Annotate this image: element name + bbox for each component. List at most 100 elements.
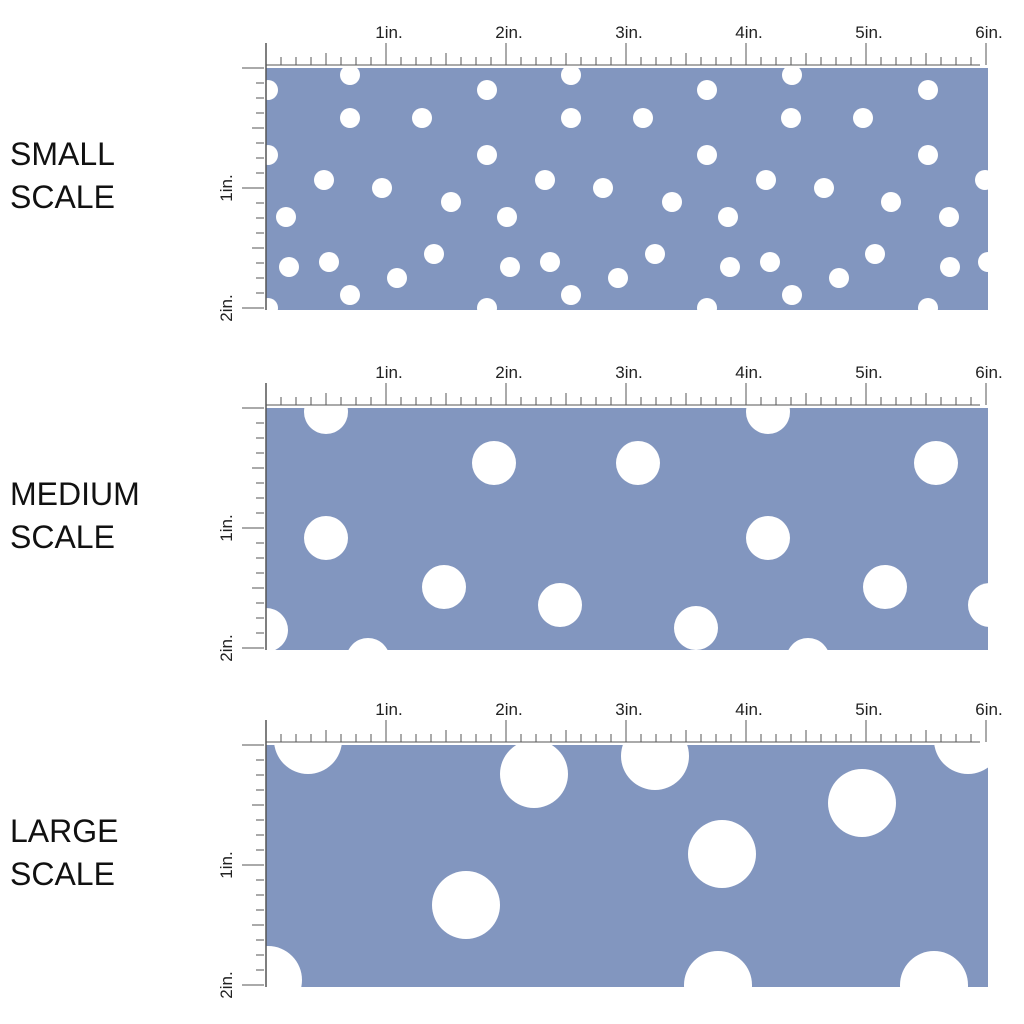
- ruler-label: 2in.: [217, 634, 236, 661]
- ruler-label: 1in.: [217, 174, 236, 201]
- dot: [662, 192, 682, 212]
- ruler-label: 3in.: [615, 23, 642, 42]
- dot: [497, 207, 517, 227]
- dot: [304, 408, 348, 434]
- dot: [645, 244, 665, 264]
- dot: [674, 606, 718, 650]
- dot: [432, 871, 500, 939]
- dot: [279, 257, 299, 277]
- ruler-label: 5in.: [855, 363, 882, 382]
- dot: [340, 108, 360, 128]
- dot: [561, 68, 581, 85]
- dot: [746, 516, 790, 560]
- dot: [608, 268, 628, 288]
- dot: [616, 441, 660, 485]
- ruler-label: 3in.: [615, 363, 642, 382]
- dot: [372, 178, 392, 198]
- dot: [881, 192, 901, 212]
- dot: [266, 608, 288, 650]
- scale-label: SCALE: [10, 856, 115, 892]
- dot: [968, 583, 988, 627]
- ruler-label: 4in.: [735, 23, 762, 42]
- dot: [939, 207, 959, 227]
- scale-label: LARGE: [10, 813, 118, 849]
- dot: [788, 638, 828, 650]
- dot: [718, 207, 738, 227]
- ruler-label: 6in.: [975, 363, 1002, 382]
- dot: [782, 68, 802, 85]
- dot: [424, 244, 444, 264]
- scale-label: SMALL: [10, 136, 115, 172]
- dot: [828, 769, 896, 837]
- dot: [756, 170, 776, 190]
- dot: [688, 820, 756, 888]
- ruler-label: 4in.: [735, 363, 762, 382]
- dot: [720, 257, 740, 277]
- dot: [561, 108, 581, 128]
- ruler-label: 1in.: [217, 851, 236, 878]
- ruler-label: 5in.: [855, 23, 882, 42]
- ruler-label: 2in.: [495, 700, 522, 719]
- scale-label: SCALE: [10, 179, 115, 215]
- dot: [500, 257, 520, 277]
- dot: [829, 268, 849, 288]
- dot: [978, 252, 988, 272]
- ruler-label: 1in.: [375, 700, 402, 719]
- dot: [918, 145, 938, 165]
- dots: [266, 745, 988, 987]
- dot: [276, 207, 296, 227]
- dot: [412, 108, 432, 128]
- dot: [340, 285, 360, 305]
- dot: [782, 285, 802, 305]
- dot: [477, 80, 497, 100]
- dot: [266, 946, 302, 987]
- ruler-label: 1in.: [217, 514, 236, 541]
- dot: [441, 192, 461, 212]
- dot: [633, 108, 653, 128]
- scale-panel: MEDIUM SCALE 1in. 2in. 3in. 4in. 5in. 6in. 1in. 2…: [10, 363, 1003, 662]
- dot: [535, 170, 555, 190]
- dot: [266, 145, 278, 165]
- dot: [853, 108, 873, 128]
- ruler-label: 1in.: [375, 23, 402, 42]
- dot: [593, 178, 613, 198]
- dot: [865, 244, 885, 264]
- dot: [477, 298, 497, 310]
- ruler-label: 3in.: [615, 700, 642, 719]
- dot: [781, 108, 801, 128]
- dot: [900, 951, 968, 987]
- scale-panel: SMALL SCALE 1in. 2in. 3in. 4in. 5in. 6in. 1in. 2i…: [10, 23, 1003, 322]
- ruler-label: 6in.: [975, 23, 1002, 42]
- dot: [934, 745, 988, 774]
- scale-label: MEDIUM: [10, 476, 140, 512]
- ruler-label: 5in.: [855, 700, 882, 719]
- ruler-label: 2in.: [495, 363, 522, 382]
- dot: [814, 178, 834, 198]
- dot: [697, 80, 717, 100]
- scale-label: SCALE: [10, 519, 115, 555]
- scale-panel: LARGE SCALE 1in. 2in. 3in. 4in. 5in. 6in. 1in. 2i…: [10, 700, 1003, 999]
- dot: [697, 298, 717, 310]
- dot: [975, 170, 988, 190]
- ruler-label: 2in.: [495, 23, 522, 42]
- dot: [540, 252, 560, 272]
- dot: [348, 638, 388, 650]
- dot: [746, 408, 790, 434]
- dot: [274, 745, 342, 774]
- dot: [863, 565, 907, 609]
- dot: [266, 298, 278, 310]
- dot: [918, 298, 938, 310]
- ruler-label: 2in.: [217, 971, 236, 998]
- dot: [697, 145, 717, 165]
- dot: [500, 745, 568, 808]
- dot: [422, 565, 466, 609]
- dots: [266, 408, 988, 650]
- ruler-label: 6in.: [975, 700, 1002, 719]
- dot: [340, 68, 360, 85]
- dot: [477, 145, 497, 165]
- ruler-label: 4in.: [735, 700, 762, 719]
- dot: [760, 252, 780, 272]
- dot: [472, 441, 516, 485]
- dot: [684, 951, 752, 987]
- dot: [914, 441, 958, 485]
